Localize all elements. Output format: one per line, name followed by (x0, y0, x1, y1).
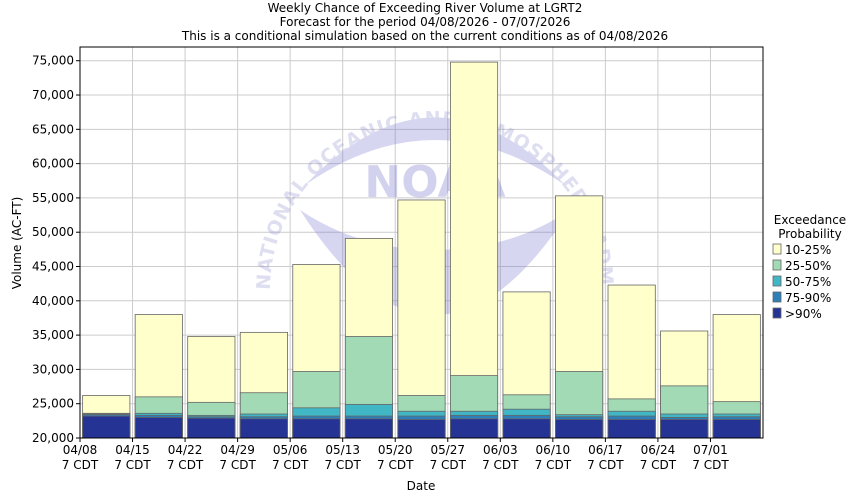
legend-swatch (772, 243, 782, 255)
y-tick-label: 70,000 (32, 88, 74, 102)
bar-segment--90- (397, 419, 446, 439)
bar-segment--90- (660, 419, 709, 439)
legend-title-line-1: Exceedance (774, 213, 846, 227)
x-tick-label-date: 05/13 (325, 443, 360, 457)
y-tick-label: 20,000 (32, 431, 74, 445)
x-tick-label-date: 04/08 (63, 443, 98, 457)
y-tick-label: 35,000 (32, 328, 74, 342)
chart-title: Weekly Chance of Exceeding River Volume … (268, 1, 583, 15)
bar-segment--90- (134, 417, 183, 439)
bar-segment--90- (292, 418, 341, 439)
watermark-upper-arc (305, 117, 565, 185)
x-tick-label-time: 7 CDT (692, 458, 729, 472)
bar-segment--90- (82, 415, 131, 439)
x-tick-label-time: 7 CDT (272, 458, 309, 472)
y-axis-label: Volume (AC-FT) (10, 197, 24, 290)
legend-swatch (772, 307, 782, 319)
x-tick-label-date: 05/27 (430, 443, 465, 457)
y-tick-label: 40,000 (32, 294, 74, 308)
x-tick-label-date: 07/01 (693, 443, 728, 457)
plot-frame (79, 46, 764, 439)
y-tick-label: 45,000 (32, 260, 74, 274)
x-tick-label-time: 7 CDT (377, 458, 414, 472)
legend-title-line-2: Probability (778, 227, 841, 241)
x-tick-label-date: 04/15 (115, 443, 150, 457)
x-tick-label-time: 7 CDT (324, 458, 361, 472)
bar-segment--90- (449, 418, 499, 439)
y-tick-label: 50,000 (32, 225, 74, 239)
legend-label: >90% (785, 307, 822, 321)
bar-segment--90- (712, 419, 761, 439)
x-tick-label-date: 05/06 (273, 443, 308, 457)
y-tick-label: 30,000 (32, 362, 74, 376)
x-tick-label-time: 7 CDT (640, 458, 677, 472)
chart-subtitle-1: Forecast for the period 04/08/2026 - 07/… (280, 15, 571, 29)
bar-segment--90- (607, 419, 656, 439)
legend-swatch (772, 275, 782, 287)
bar-segment--90- (187, 417, 236, 439)
x-tick-label-time: 7 CDT (219, 458, 256, 472)
y-tick-label: 75,000 (32, 54, 74, 68)
x-tick-label-time: 7 CDT (535, 458, 572, 472)
legend-label: 10-25% (785, 243, 831, 257)
x-tick-label-date: 04/29 (220, 443, 255, 457)
x-axis-label: Date (407, 479, 436, 493)
legend-label: 25-50% (785, 259, 831, 273)
x-tick-label-date: 06/10 (536, 443, 571, 457)
x-tick-label-time: 7 CDT (587, 458, 624, 472)
y-tick-label: 55,000 (32, 191, 74, 205)
legend-swatch (772, 291, 782, 303)
x-tick-label-time: 7 CDT (430, 458, 467, 472)
bar-segment--90- (502, 418, 551, 439)
legend: Exceedance Probability 10-25% 25-50% 50-75… (772, 213, 846, 321)
bar-segment--90- (239, 418, 288, 439)
legend-label: 75-90% (785, 291, 831, 305)
bar-segment--90- (555, 419, 604, 439)
x-tick-label-time: 7 CDT (167, 458, 204, 472)
y-tick-label: 25,000 (32, 397, 74, 411)
chart-subtitle-2: This is a conditional simulation based o… (181, 29, 668, 43)
x-tick-label-time: 7 CDT (482, 458, 519, 472)
x-tick-label-date: 04/22 (168, 443, 203, 457)
legend-label: 50-75% (785, 275, 831, 289)
legend-swatch (772, 259, 782, 271)
x-tick-label-time: 7 CDT (62, 458, 99, 472)
bars-group (82, 61, 761, 439)
bar-segment--90- (344, 418, 394, 439)
y-tick-label: 65,000 (32, 122, 74, 136)
x-tick-label-date: 05/20 (378, 443, 413, 457)
x-tick-label-date: 06/03 (483, 443, 518, 457)
x-tick-label-date: 06/17 (588, 443, 623, 457)
y-tick-label: 60,000 (32, 157, 74, 171)
x-tick-label-time: 7 CDT (114, 458, 151, 472)
x-tick-label-date: 06/24 (641, 443, 676, 457)
